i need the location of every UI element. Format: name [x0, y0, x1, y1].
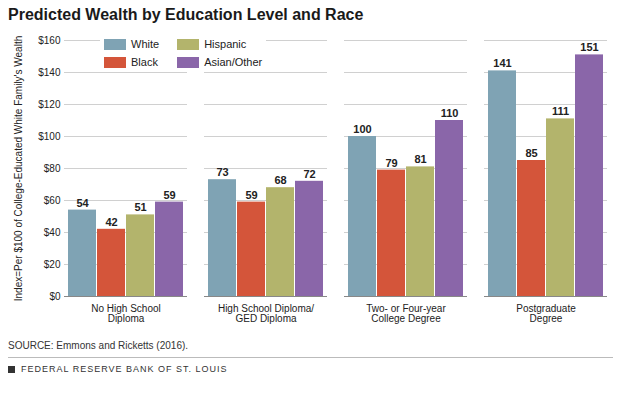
html-text:Hispanic: Hispanic [204, 38, 247, 50]
svg-text:$20: $20 [44, 259, 61, 270]
svg-text:81: 81 [414, 153, 426, 165]
svg-text:85: 85 [525, 147, 537, 159]
html-text:Black: Black [131, 56, 158, 68]
svg-text:73: 73 [216, 166, 228, 178]
svg-text:High School Diploma/GED Diplom: High School Diploma/GED Diploma [218, 303, 314, 324]
svg-text:PostgraduateDegree: PostgraduateDegree [516, 303, 576, 324]
svg-text:141: 141 [493, 57, 511, 69]
svg-text:59: 59 [163, 189, 175, 201]
svg-text:$0: $0 [49, 291, 61, 302]
html-text:White: White [131, 38, 160, 50]
svg-text:72: 72 [303, 168, 315, 180]
svg-text:54: 54 [76, 197, 89, 209]
svg-text:Index=Per $100 of College-Educ: Index=Per $100 of College-Educated White… [13, 36, 24, 301]
svg-text:68: 68 [274, 174, 286, 186]
html-text:Asian/Other: Asian/Other [204, 56, 263, 68]
html-text:Predicted Wealth by Education: Predicted Wealth by Education Level and … [8, 6, 364, 23]
svg-text:42: 42 [105, 216, 117, 228]
svg-text:110: 110 [441, 107, 459, 119]
svg-text:$140: $140 [38, 67, 61, 78]
svg-text:51: 51 [134, 201, 146, 213]
svg-text:$80: $80 [44, 163, 61, 174]
html-text:FEDERAL RESERVE BANK OF ST. LO: FEDERAL RESERVE BANK OF ST. LOUIS [21, 364, 228, 374]
svg-text:$160: $160 [38, 35, 61, 46]
html-text:SOURCE: Emmons and Ricketts (2: SOURCE: Emmons and Ricketts (2016). [8, 340, 189, 351]
svg-text:No High SchoolDiploma: No High SchoolDiploma [91, 303, 160, 324]
svg-text:Two- or Four-yearCollege Degre: Two- or Four-yearCollege Degree [366, 303, 446, 324]
svg-text:$100: $100 [38, 131, 61, 142]
svg-text:100: 100 [353, 123, 371, 135]
svg-text:$60: $60 [44, 195, 61, 206]
svg-text:$120: $120 [38, 99, 61, 110]
svg-text:59: 59 [245, 189, 257, 201]
svg-text:151: 151 [580, 41, 598, 53]
svg-text:79: 79 [385, 157, 397, 169]
svg-text:$40: $40 [44, 227, 61, 238]
svg-text:111: 111 [552, 105, 569, 117]
